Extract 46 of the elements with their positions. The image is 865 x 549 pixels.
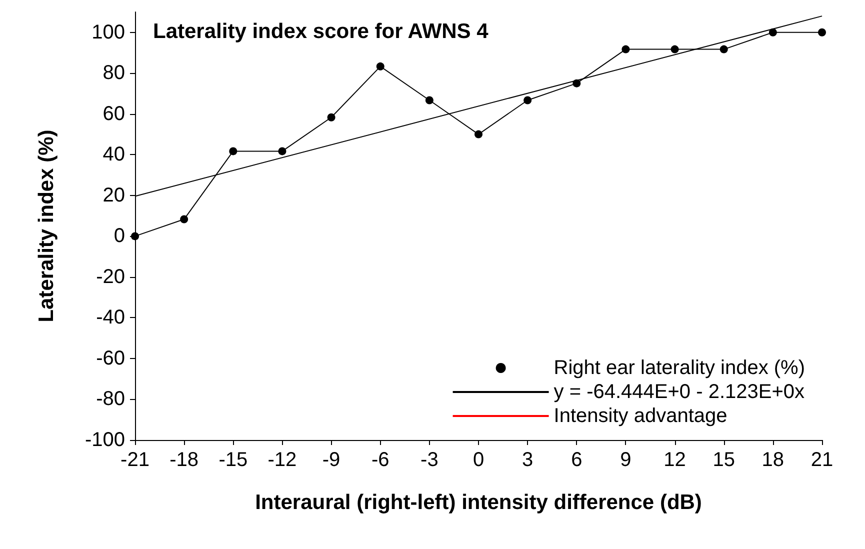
x-tick-label: -3 bbox=[420, 449, 438, 471]
x-tick-label: -9 bbox=[322, 449, 340, 471]
point bbox=[524, 96, 532, 104]
y-tick-label: 40 bbox=[102, 144, 125, 166]
x-tick-label: 3 bbox=[522, 449, 534, 471]
y-tick-label: 100 bbox=[92, 21, 125, 44]
y-axis-title: Laterality index (%) bbox=[35, 130, 58, 322]
y-tick-label: -40 bbox=[96, 306, 125, 329]
x-tick-label: -6 bbox=[371, 449, 390, 471]
point bbox=[768, 28, 777, 36]
y-tick-label: -100 bbox=[84, 429, 125, 451]
point bbox=[229, 147, 238, 156]
y-tick-label: 80 bbox=[102, 62, 125, 84]
y-tick-label: -60 bbox=[96, 347, 125, 370]
point bbox=[376, 62, 384, 70]
point bbox=[670, 45, 679, 54]
y-tick-label: 20 bbox=[102, 184, 125, 206]
point bbox=[425, 96, 434, 104]
x-tick-label: 12 bbox=[664, 449, 686, 471]
x-tick-label: 0 bbox=[472, 449, 484, 471]
point bbox=[622, 45, 630, 54]
y-tick-label: -80 bbox=[96, 388, 125, 410]
y-tick-label: 60 bbox=[102, 102, 125, 125]
point bbox=[720, 45, 728, 54]
x-tick-label: -21 bbox=[120, 449, 150, 471]
point bbox=[180, 215, 188, 224]
x-axis-title: Interaural (right-left) intensity difference (dB) bbox=[255, 491, 702, 514]
point bbox=[572, 79, 581, 88]
x-tick-label: 15 bbox=[712, 449, 735, 471]
legend-label: y = -64.444E+0 - 2.123E+0x bbox=[554, 381, 805, 403]
point bbox=[474, 130, 482, 138]
y-tick-label: -20 bbox=[96, 266, 125, 288]
x-tick-label: 9 bbox=[620, 449, 632, 471]
chart-title: Laterality index score for AWNS 4 bbox=[153, 20, 489, 43]
x-tick-label: -15 bbox=[218, 449, 248, 471]
point bbox=[818, 28, 826, 36]
point bbox=[327, 113, 336, 122]
x-tick-label: 21 bbox=[810, 449, 834, 471]
point bbox=[278, 147, 286, 156]
legend-label: Intensity advantage bbox=[554, 405, 728, 427]
y-tick-label: 0 bbox=[114, 225, 125, 248]
legend-label: Right ear laterality index (%) bbox=[554, 357, 806, 379]
x-tick-label: 6 bbox=[571, 449, 582, 471]
x-tick-label: -12 bbox=[268, 449, 297, 471]
x-tick-label: 18 bbox=[762, 449, 784, 471]
x-tick-label: -18 bbox=[170, 449, 199, 471]
